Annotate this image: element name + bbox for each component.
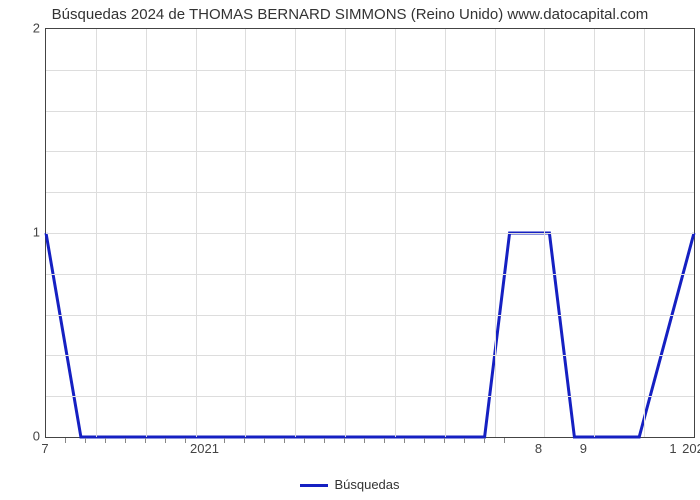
x-axis-minor-tick [444,438,445,443]
gridline-horizontal-minor [46,274,694,275]
x-axis-minor-tick [224,438,225,443]
x-axis-minor-tick [464,438,465,443]
y-axis-tick-label: 2 [33,21,40,36]
x-axis-minor-tick [424,438,425,443]
x-axis-tick-label: 202 [682,441,700,456]
gridline-horizontal-minor [46,315,694,316]
x-axis-minor-tick [125,438,126,443]
x-axis-minor-tick [284,438,285,443]
x-axis-minor-tick [404,438,405,443]
gridline-horizontal-minor [46,70,694,71]
y-axis-tick-label: 0 [33,429,40,444]
x-axis-minor-tick [105,438,106,443]
y-axis-tick-label: 1 [33,225,40,240]
chart-title: Búsquedas 2024 de THOMAS BERNARD SIMMONS… [0,6,700,23]
x-axis-minor-tick [165,438,166,443]
x-axis-tick-label: 1 [669,441,676,456]
legend-label: Búsquedas [334,477,399,492]
x-axis-minor-tick [85,438,86,443]
chart-plot-area [45,28,695,438]
x-axis-minor-tick [364,438,365,443]
gridline-horizontal-minor [46,396,694,397]
gridline-horizontal-minor [46,192,694,193]
x-axis-minor-tick [324,438,325,443]
gridline-horizontal-major [46,233,694,234]
x-axis-minor-tick [145,438,146,443]
x-axis-minor-tick [304,438,305,443]
x-axis-minor-tick [384,438,385,443]
chart-legend: Búsquedas [0,477,700,492]
x-axis-tick-label: 7 [41,441,48,456]
gridline-horizontal-minor [46,111,694,112]
x-axis-minor-tick [264,438,265,443]
gridline-horizontal-minor [46,355,694,356]
x-axis-minor-tick [244,438,245,443]
x-axis-minor-tick [185,438,186,443]
x-axis-minor-tick [344,438,345,443]
x-axis-tick-label: 2021 [190,441,219,456]
x-axis-minor-tick [504,438,505,443]
x-axis-minor-tick [65,438,66,443]
legend-swatch [300,484,328,487]
x-axis-tick-label: 8 [535,441,542,456]
x-axis-minor-tick [484,438,485,443]
x-axis-tick-label: 9 [580,441,587,456]
gridline-horizontal-minor [46,151,694,152]
